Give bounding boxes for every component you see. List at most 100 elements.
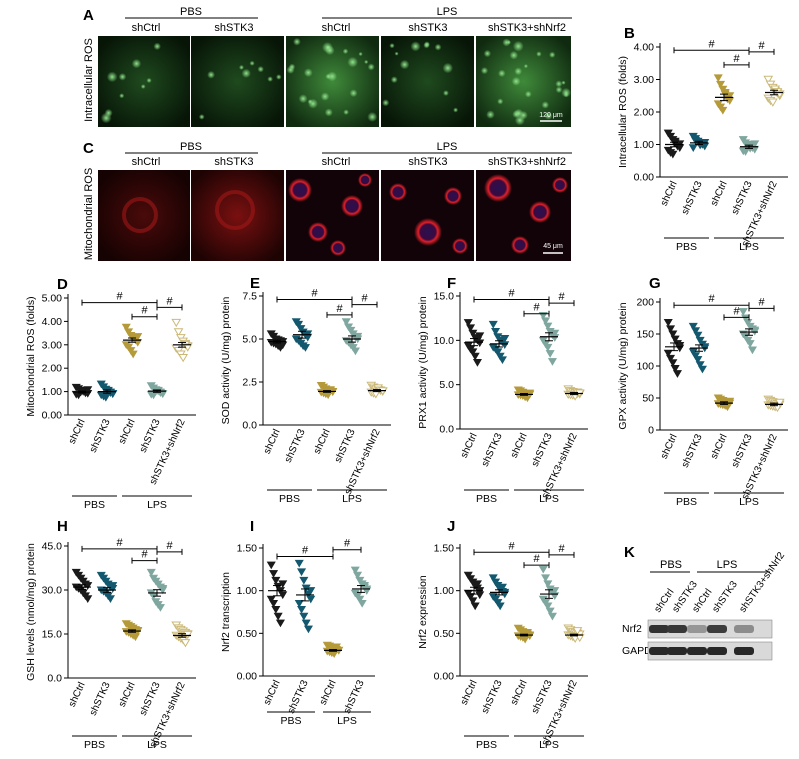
fluorescent-cell xyxy=(444,187,462,205)
data-point xyxy=(297,568,307,577)
fluorescent-cell xyxy=(330,240,346,256)
data-point xyxy=(278,580,288,589)
data-point xyxy=(722,403,732,412)
panel-letter: H xyxy=(57,518,68,535)
y-tick-label: 0.0 xyxy=(47,673,62,685)
y-tick-label: 5.0 xyxy=(242,334,257,346)
data-point xyxy=(668,330,678,339)
fluorescent-spot xyxy=(367,111,378,122)
micrograph-image xyxy=(191,36,284,127)
significance-mark: # xyxy=(508,288,515,300)
significance-mark: # xyxy=(336,303,343,315)
column-label: shSTK3+shNrf2 xyxy=(488,22,566,34)
data-point xyxy=(688,348,698,357)
data-point xyxy=(668,150,678,159)
y-tick-label: 200 xyxy=(636,297,654,309)
data-point xyxy=(745,340,755,348)
data-point xyxy=(691,352,701,360)
fluorescent-spot xyxy=(511,76,521,86)
fluorescence-cells xyxy=(122,173,568,256)
significance-mark: # xyxy=(558,291,565,303)
blot-band xyxy=(667,625,687,633)
data-point xyxy=(173,328,184,337)
group-label: LPS xyxy=(539,493,559,505)
fluorescent-spot xyxy=(555,86,563,94)
data-point xyxy=(101,393,111,402)
fluorescent-spot xyxy=(343,109,349,115)
x-tick-label: shCtrl xyxy=(709,433,730,461)
x-tick-label: shSTK3 xyxy=(88,680,113,717)
y-tick-label: 3.00 xyxy=(634,74,655,86)
y-tick-label: 5.0 xyxy=(439,379,454,391)
data-point xyxy=(182,630,193,640)
fluorescent-spot xyxy=(320,92,330,101)
fluorescent-cell xyxy=(414,218,442,246)
data-point xyxy=(294,559,304,568)
fluorescent-spot xyxy=(267,76,273,82)
significance-mark: # xyxy=(166,295,173,307)
panel-letter: F xyxy=(447,275,456,292)
significance-mark: # xyxy=(116,537,123,549)
y-tick-label: 3.00 xyxy=(42,339,63,351)
y-tick-label: 0.50 xyxy=(237,628,258,640)
y-tick-label: 50 xyxy=(642,393,654,405)
chart-h: H 0.0 15.0 30.0 45.0 GSH levels (nmol/mg) pro… xyxy=(25,518,196,751)
fluorescent-spot xyxy=(153,42,161,51)
column-label: shSTK3 xyxy=(408,156,447,168)
row-label-mitochondrial-ros: Mitochondrial ROS xyxy=(83,168,95,260)
x-tick-label: shSTK3 xyxy=(283,427,308,464)
blot-band xyxy=(707,625,727,633)
x-tick-label: shCtrl xyxy=(117,681,138,709)
data-point xyxy=(763,75,774,85)
significance-mark: # xyxy=(116,291,123,303)
data-point xyxy=(541,317,551,326)
fluorescent-spot xyxy=(106,71,118,83)
data-point xyxy=(666,325,676,334)
x-tick-label: shCtrl xyxy=(709,180,730,208)
fluorescent-spot xyxy=(198,114,205,120)
fluorescent-cell xyxy=(389,183,407,201)
y-tick-label: 30.0 xyxy=(42,585,63,597)
group-label: LPS xyxy=(342,493,362,505)
western-blot: shCtrlshSTK3shCtrlshSTK3shSTK3+shNrf2Nrf… xyxy=(622,550,787,661)
data-point xyxy=(303,330,313,339)
x-tick-label: shCtrl xyxy=(262,679,283,707)
fluorescent-spot xyxy=(257,65,264,73)
group-label-lps-a: LPS xyxy=(437,6,458,18)
data-point xyxy=(180,639,191,648)
significance-mark: # xyxy=(533,553,540,565)
panel-letter: D xyxy=(57,276,68,293)
x-tick-label: shCtrl xyxy=(659,180,680,208)
column-label: shCtrl xyxy=(132,156,161,168)
fluorescent-spot xyxy=(325,73,332,80)
fluorescent-cell xyxy=(308,222,328,242)
significance-mark: # xyxy=(166,540,173,552)
fluorescent-spot xyxy=(512,110,521,119)
significance-mark: # xyxy=(361,293,368,305)
fluorescent-spot xyxy=(390,76,398,84)
group-label: LPS xyxy=(147,499,167,511)
data-point xyxy=(130,633,140,642)
group-label: PBS xyxy=(84,499,105,511)
data-point xyxy=(543,322,553,331)
group-label: LPS xyxy=(337,715,357,727)
data-point xyxy=(497,583,507,592)
group-label: LPS xyxy=(739,241,759,253)
panel-a: A PBS LPS shCtrl shSTK3 shCtrl shSTK3 sh… xyxy=(83,6,572,127)
data-point xyxy=(688,144,698,152)
data-point xyxy=(718,106,728,115)
data-point xyxy=(688,322,698,331)
blot-row-label: Nrf2 xyxy=(622,623,642,635)
data-point xyxy=(300,344,310,352)
data-point xyxy=(491,327,501,336)
data-point xyxy=(121,323,131,332)
fluorescent-spot xyxy=(514,67,523,76)
data-point xyxy=(572,627,583,636)
data-point xyxy=(357,599,367,608)
data-point xyxy=(341,318,351,326)
y-tick-label: 15.0 xyxy=(434,291,455,303)
data-point xyxy=(83,582,93,590)
fluorescent-spot xyxy=(497,98,504,105)
panel-letter-a: A xyxy=(83,7,94,24)
data-point xyxy=(488,320,498,329)
